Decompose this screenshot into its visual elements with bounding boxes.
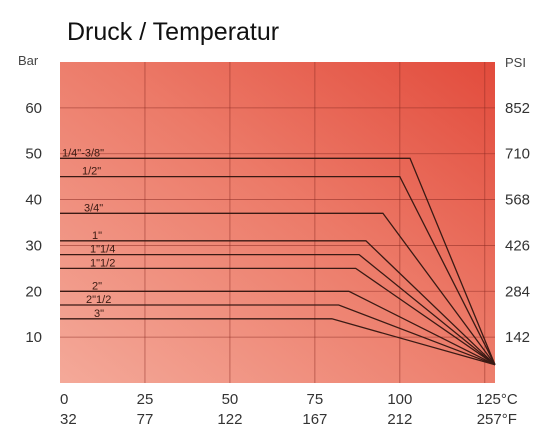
series-label: 1"1/4 (90, 244, 115, 256)
series-line (60, 175, 496, 365)
y-right-tick-label: 142 (505, 329, 530, 346)
x-tick-celsius: 100 (387, 391, 412, 408)
series-label: 2"1/2 (86, 294, 111, 306)
y-left-tick-label: 60 (25, 100, 42, 117)
series-label: 3" (94, 308, 104, 320)
series-label: 1/2" (82, 166, 101, 178)
series-labels: 1/4"-3/8" 1/2" 3/4" 1" 1"1/41"1/2 2" 2"1/2 3" (62, 147, 115, 319)
y-right-tick-label: 426 (505, 237, 530, 254)
y-left-tick-label: 40 (25, 192, 42, 209)
series-line (60, 157, 496, 365)
series-lines (60, 157, 496, 366)
y-right-tick-label: 284 (505, 283, 530, 300)
chart-title: Druck / Temperatur (67, 18, 279, 46)
x-tick-celsius: 125°C (476, 391, 518, 408)
x-tick-fahrenheit: 77 (137, 411, 154, 428)
series-label: 3/4" (84, 202, 103, 214)
series-line (60, 290, 496, 366)
series-line (60, 318, 496, 366)
x-tick-fahrenheit: 167 (302, 411, 327, 428)
plot-area (60, 62, 495, 383)
series-label: 1" (92, 230, 102, 242)
y-left-tick-label: 20 (25, 283, 42, 300)
x-tick-fahrenheit: 122 (217, 411, 242, 428)
x-tick-celsius: 50 (222, 391, 239, 408)
y-right-tick-label: 710 (505, 146, 530, 163)
y-left-tick-label: 10 (25, 329, 42, 346)
series-line (60, 212, 496, 366)
series-line (60, 253, 496, 366)
series-label: 1/4"-3/8" (62, 147, 104, 159)
x-tick-fahrenheit: 257°F (477, 411, 517, 428)
x-tick-fahrenheit: 32 (60, 411, 77, 428)
x-tick-celsius: 25 (137, 391, 154, 408)
series-label: 1"1/2 (90, 257, 115, 269)
series-line (60, 267, 496, 366)
x-tick-fahrenheit: 212 (387, 411, 412, 428)
y-left-unit: Bar (18, 53, 39, 68)
y-right-axis: 142 284 426 568 710 852 (505, 100, 530, 346)
series-label: 2" (92, 280, 102, 292)
y-left-axis: 10 20 30 40 50 60 (25, 100, 42, 346)
series-line (60, 240, 496, 366)
y-right-tick-label: 852 (505, 100, 530, 117)
y-left-tick-label: 50 (25, 146, 42, 163)
y-right-unit: PSI (505, 55, 526, 70)
series-line (60, 304, 496, 366)
x-tick-celsius: 0 (60, 391, 68, 408)
y-left-tick-label: 30 (25, 237, 42, 254)
x-axis: 0 32 25 77 50 122 75 167 100 212 125°C 257°F (60, 391, 518, 428)
y-right-tick-label: 568 (505, 192, 530, 209)
x-tick-celsius: 75 (307, 391, 324, 408)
